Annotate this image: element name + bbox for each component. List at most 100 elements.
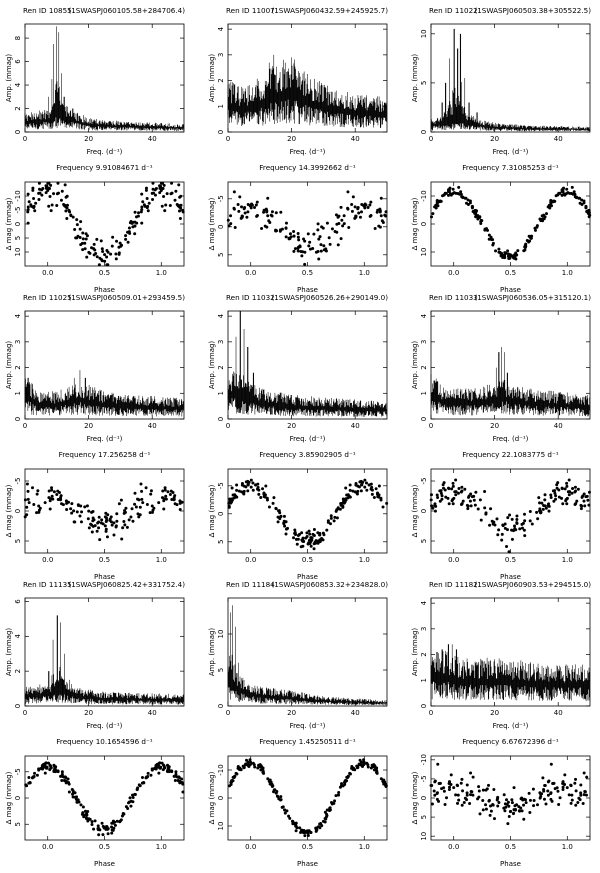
phase-point <box>106 513 110 517</box>
periodogram-xlabel: Freq. (d⁻¹) <box>87 148 123 156</box>
phase-point <box>370 485 374 489</box>
phase-point <box>355 764 359 768</box>
phase-point <box>326 519 330 523</box>
phase-point <box>465 201 469 205</box>
phase-point <box>496 795 500 799</box>
phase-point <box>113 823 117 827</box>
phase-point <box>560 496 564 500</box>
phase-point <box>319 249 323 253</box>
phase-point <box>296 232 300 236</box>
phase-point <box>146 771 150 775</box>
phase-point <box>493 523 497 527</box>
phase-point <box>439 489 443 493</box>
panel-title-id: Ren ID 10855 <box>23 6 72 15</box>
phase-point <box>56 181 60 185</box>
phase-point <box>561 781 565 785</box>
phase-point <box>123 523 127 527</box>
phase-point <box>574 777 578 781</box>
phase-point <box>302 237 306 241</box>
phase-xtick-label: 0.5 <box>99 556 110 564</box>
phase-point <box>154 765 158 769</box>
phase-point <box>481 798 485 802</box>
phase-point <box>335 222 339 226</box>
phase-point <box>26 205 30 209</box>
phase-point <box>341 504 345 508</box>
phase-point <box>549 495 553 499</box>
phase-point <box>279 795 283 799</box>
phase-point <box>140 489 144 493</box>
periodogram-spectrum <box>24 615 184 705</box>
phase-point <box>264 484 268 488</box>
phase-point <box>73 228 77 232</box>
phase-point <box>279 514 283 518</box>
phase-point <box>170 498 174 502</box>
periodogram-xlabel: Freq. (d⁻¹) <box>87 722 123 730</box>
phase-point <box>456 801 460 805</box>
phase-point <box>520 526 524 530</box>
phase-xtick-label: 0.0 <box>245 556 256 564</box>
phase-point <box>258 763 262 767</box>
phase-point <box>75 223 79 227</box>
phase-point <box>76 503 80 507</box>
phase-point <box>570 185 574 189</box>
phase-point <box>33 771 37 775</box>
phase-point <box>319 243 323 247</box>
phase-point <box>162 507 166 511</box>
phase-point <box>469 793 473 797</box>
periodogram-ytick-label: 4 <box>14 634 22 639</box>
phase-point <box>84 237 88 241</box>
phase-point <box>300 531 304 535</box>
phase-point <box>315 828 319 832</box>
phase-point <box>137 515 141 519</box>
phase-point <box>497 247 501 251</box>
phase-point <box>122 519 126 523</box>
phase-point <box>320 824 324 828</box>
phase-point <box>238 195 242 199</box>
phase-point <box>112 533 116 537</box>
phase-point <box>438 199 442 203</box>
phase-point <box>120 243 124 247</box>
phase-point <box>274 211 278 215</box>
periodogram-xtick-label: 40 <box>351 709 360 717</box>
phase-point <box>538 791 542 795</box>
phase-point <box>449 773 453 777</box>
phase-point <box>491 241 495 245</box>
phase-point <box>240 205 244 209</box>
phase-point <box>474 215 478 219</box>
phase-point <box>492 520 496 524</box>
periodogram-ytick-label: 10 <box>420 29 428 38</box>
periodogram-xtick-label: 20 <box>490 422 499 430</box>
phase-point <box>582 492 586 496</box>
phase-point <box>133 224 137 228</box>
phase-point <box>140 497 144 501</box>
periodogram-ytick-label: 2 <box>14 365 22 369</box>
phase-point <box>502 806 506 810</box>
phase-point <box>328 242 332 246</box>
phase-point <box>96 521 100 525</box>
phase-point <box>563 193 567 197</box>
phase-point <box>439 491 443 495</box>
phase-point <box>346 207 350 211</box>
phase-point <box>436 495 440 499</box>
phase-point <box>255 200 259 204</box>
star-panel-ren-10855: Ren ID 10855(1SWASPJ060105.58+284706.4) 0… <box>5 6 185 294</box>
phase-point <box>117 251 121 255</box>
periodogram-spectrum <box>24 26 184 132</box>
phase-point <box>81 805 85 809</box>
phase-point <box>81 811 85 815</box>
phase-point <box>442 481 446 485</box>
phase-point <box>101 833 105 837</box>
phase-point <box>178 217 182 221</box>
phase-point <box>484 803 488 807</box>
phase-point <box>512 786 516 790</box>
phase-point <box>435 201 439 205</box>
phase-point <box>308 532 312 536</box>
phase-point <box>440 787 444 791</box>
phase-point <box>71 215 75 219</box>
phase-point <box>60 778 64 782</box>
phase-frame <box>227 755 388 841</box>
phase-point <box>59 494 63 498</box>
phase-point <box>553 491 557 495</box>
periodogram-ytick-label: 4 <box>420 600 428 605</box>
phase-point <box>500 538 504 542</box>
